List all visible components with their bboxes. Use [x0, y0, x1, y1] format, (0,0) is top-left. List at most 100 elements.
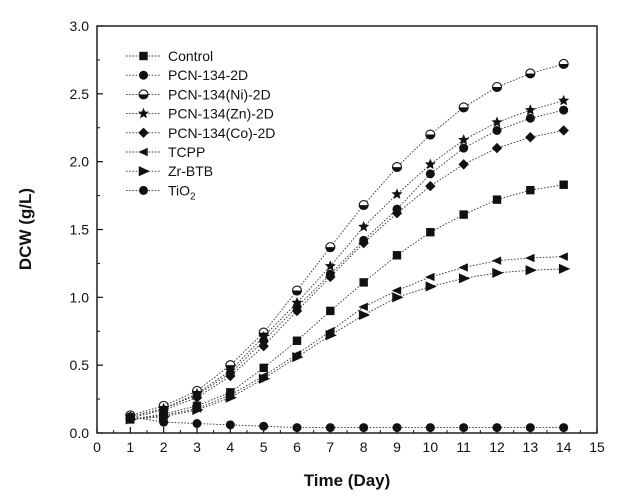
y-tick-label: 2.0	[70, 154, 90, 170]
marker-shape	[126, 412, 135, 421]
legend-marker	[139, 71, 148, 80]
marker-shape	[326, 307, 334, 315]
marker-shape	[358, 221, 369, 231]
x-tick-label: 4	[226, 439, 234, 455]
data-point	[525, 104, 536, 115]
data-point	[558, 125, 568, 135]
data-point	[393, 251, 401, 259]
marker-shape	[393, 423, 402, 432]
legend-label: PCN-134(Zn)-2D	[168, 106, 274, 122]
legend-item: TiO2	[126, 182, 196, 202]
series-6	[125, 252, 568, 423]
legend-marker	[138, 128, 148, 138]
marker-shape	[525, 104, 536, 115]
marker-shape	[391, 188, 402, 198]
legend-label: Control	[168, 48, 213, 64]
data-point	[458, 159, 468, 169]
marker-shape	[393, 251, 401, 259]
data-point	[426, 423, 435, 432]
legend-marker	[138, 108, 149, 118]
data-point	[492, 143, 502, 153]
marker-shape	[138, 108, 149, 118]
data-point	[326, 423, 335, 432]
x-tick-label: 14	[556, 439, 572, 455]
data-point	[359, 311, 368, 319]
x-tick-label: 8	[360, 439, 368, 455]
data-point	[459, 103, 468, 112]
data-point	[526, 186, 534, 194]
marker-shape	[525, 132, 535, 142]
series-8	[126, 412, 568, 432]
legend-label: TCPP	[168, 144, 205, 160]
marker-shape	[426, 228, 434, 236]
legend-label: TiO2	[168, 182, 196, 202]
marker-shape	[559, 423, 568, 432]
x-tick-label: 2	[160, 439, 168, 455]
data-point	[526, 114, 535, 123]
marker-shape	[525, 254, 534, 262]
data-point	[526, 69, 535, 78]
data-point	[391, 188, 402, 198]
data-point	[226, 420, 235, 429]
marker-shape	[138, 128, 148, 138]
data-point	[426, 130, 435, 139]
data-point	[458, 263, 467, 271]
legend-marker	[139, 186, 148, 195]
marker-shape	[139, 186, 148, 195]
data-point	[393, 423, 402, 432]
marker-shape	[426, 423, 435, 432]
legend-item: PCN-134-2D	[126, 67, 248, 83]
x-tick-label: 9	[393, 439, 401, 455]
data-point	[491, 117, 502, 128]
marker-shape	[139, 52, 147, 60]
y-tick-label: 0.5	[70, 357, 90, 373]
legend-label: PCN-134-2D	[168, 67, 248, 83]
data-point	[559, 423, 568, 432]
marker-shape	[459, 144, 468, 153]
data-point	[559, 106, 568, 115]
x-tick-label: 1	[126, 439, 134, 455]
legend-item: PCN-134(Zn)-2D	[126, 106, 274, 122]
data-point	[425, 181, 435, 191]
marker-shape	[426, 169, 435, 178]
legend-label: PCN-134(Co)-2D	[168, 125, 275, 141]
marker-shape	[226, 420, 235, 429]
marker-shape	[493, 195, 501, 203]
legend-label: PCN-134(Ni)-2D	[168, 86, 271, 102]
x-tick-label: 15	[589, 439, 605, 455]
data-point	[126, 412, 135, 421]
marker-shape	[359, 423, 368, 432]
data-point	[426, 282, 435, 290]
legend-marker	[139, 90, 148, 99]
marker-shape	[493, 126, 502, 135]
marker-shape	[458, 263, 467, 271]
marker-shape	[139, 71, 148, 80]
x-tick-label: 11	[456, 439, 471, 455]
marker-shape	[293, 423, 302, 432]
marker-shape	[559, 181, 567, 189]
series-1	[126, 181, 568, 424]
data-point	[393, 163, 402, 172]
data-point	[559, 265, 568, 273]
data-point	[193, 419, 202, 428]
data-point	[326, 243, 335, 252]
marker-shape	[459, 210, 467, 218]
data-point	[259, 422, 268, 431]
data-point	[358, 303, 367, 311]
legend-item: PCN-134(Co)-2D	[126, 125, 275, 141]
marker-shape	[558, 252, 567, 260]
data-point	[293, 423, 302, 432]
ticks-layer: 01234567891011121314150.00.51.01.52.02.5…	[70, 18, 605, 455]
legend-item: Zr-BTB	[126, 163, 213, 179]
x-tick-label: 7	[326, 439, 334, 455]
y-tick-label: 1.0	[70, 289, 90, 305]
data-point	[159, 418, 168, 427]
y-tick-label: 0.0	[70, 425, 90, 441]
marker-shape	[458, 159, 468, 169]
marker-shape	[326, 423, 335, 432]
data-point	[425, 273, 434, 281]
legend-item: Control	[126, 48, 213, 64]
marker-shape	[259, 364, 267, 372]
data-point	[493, 126, 502, 135]
